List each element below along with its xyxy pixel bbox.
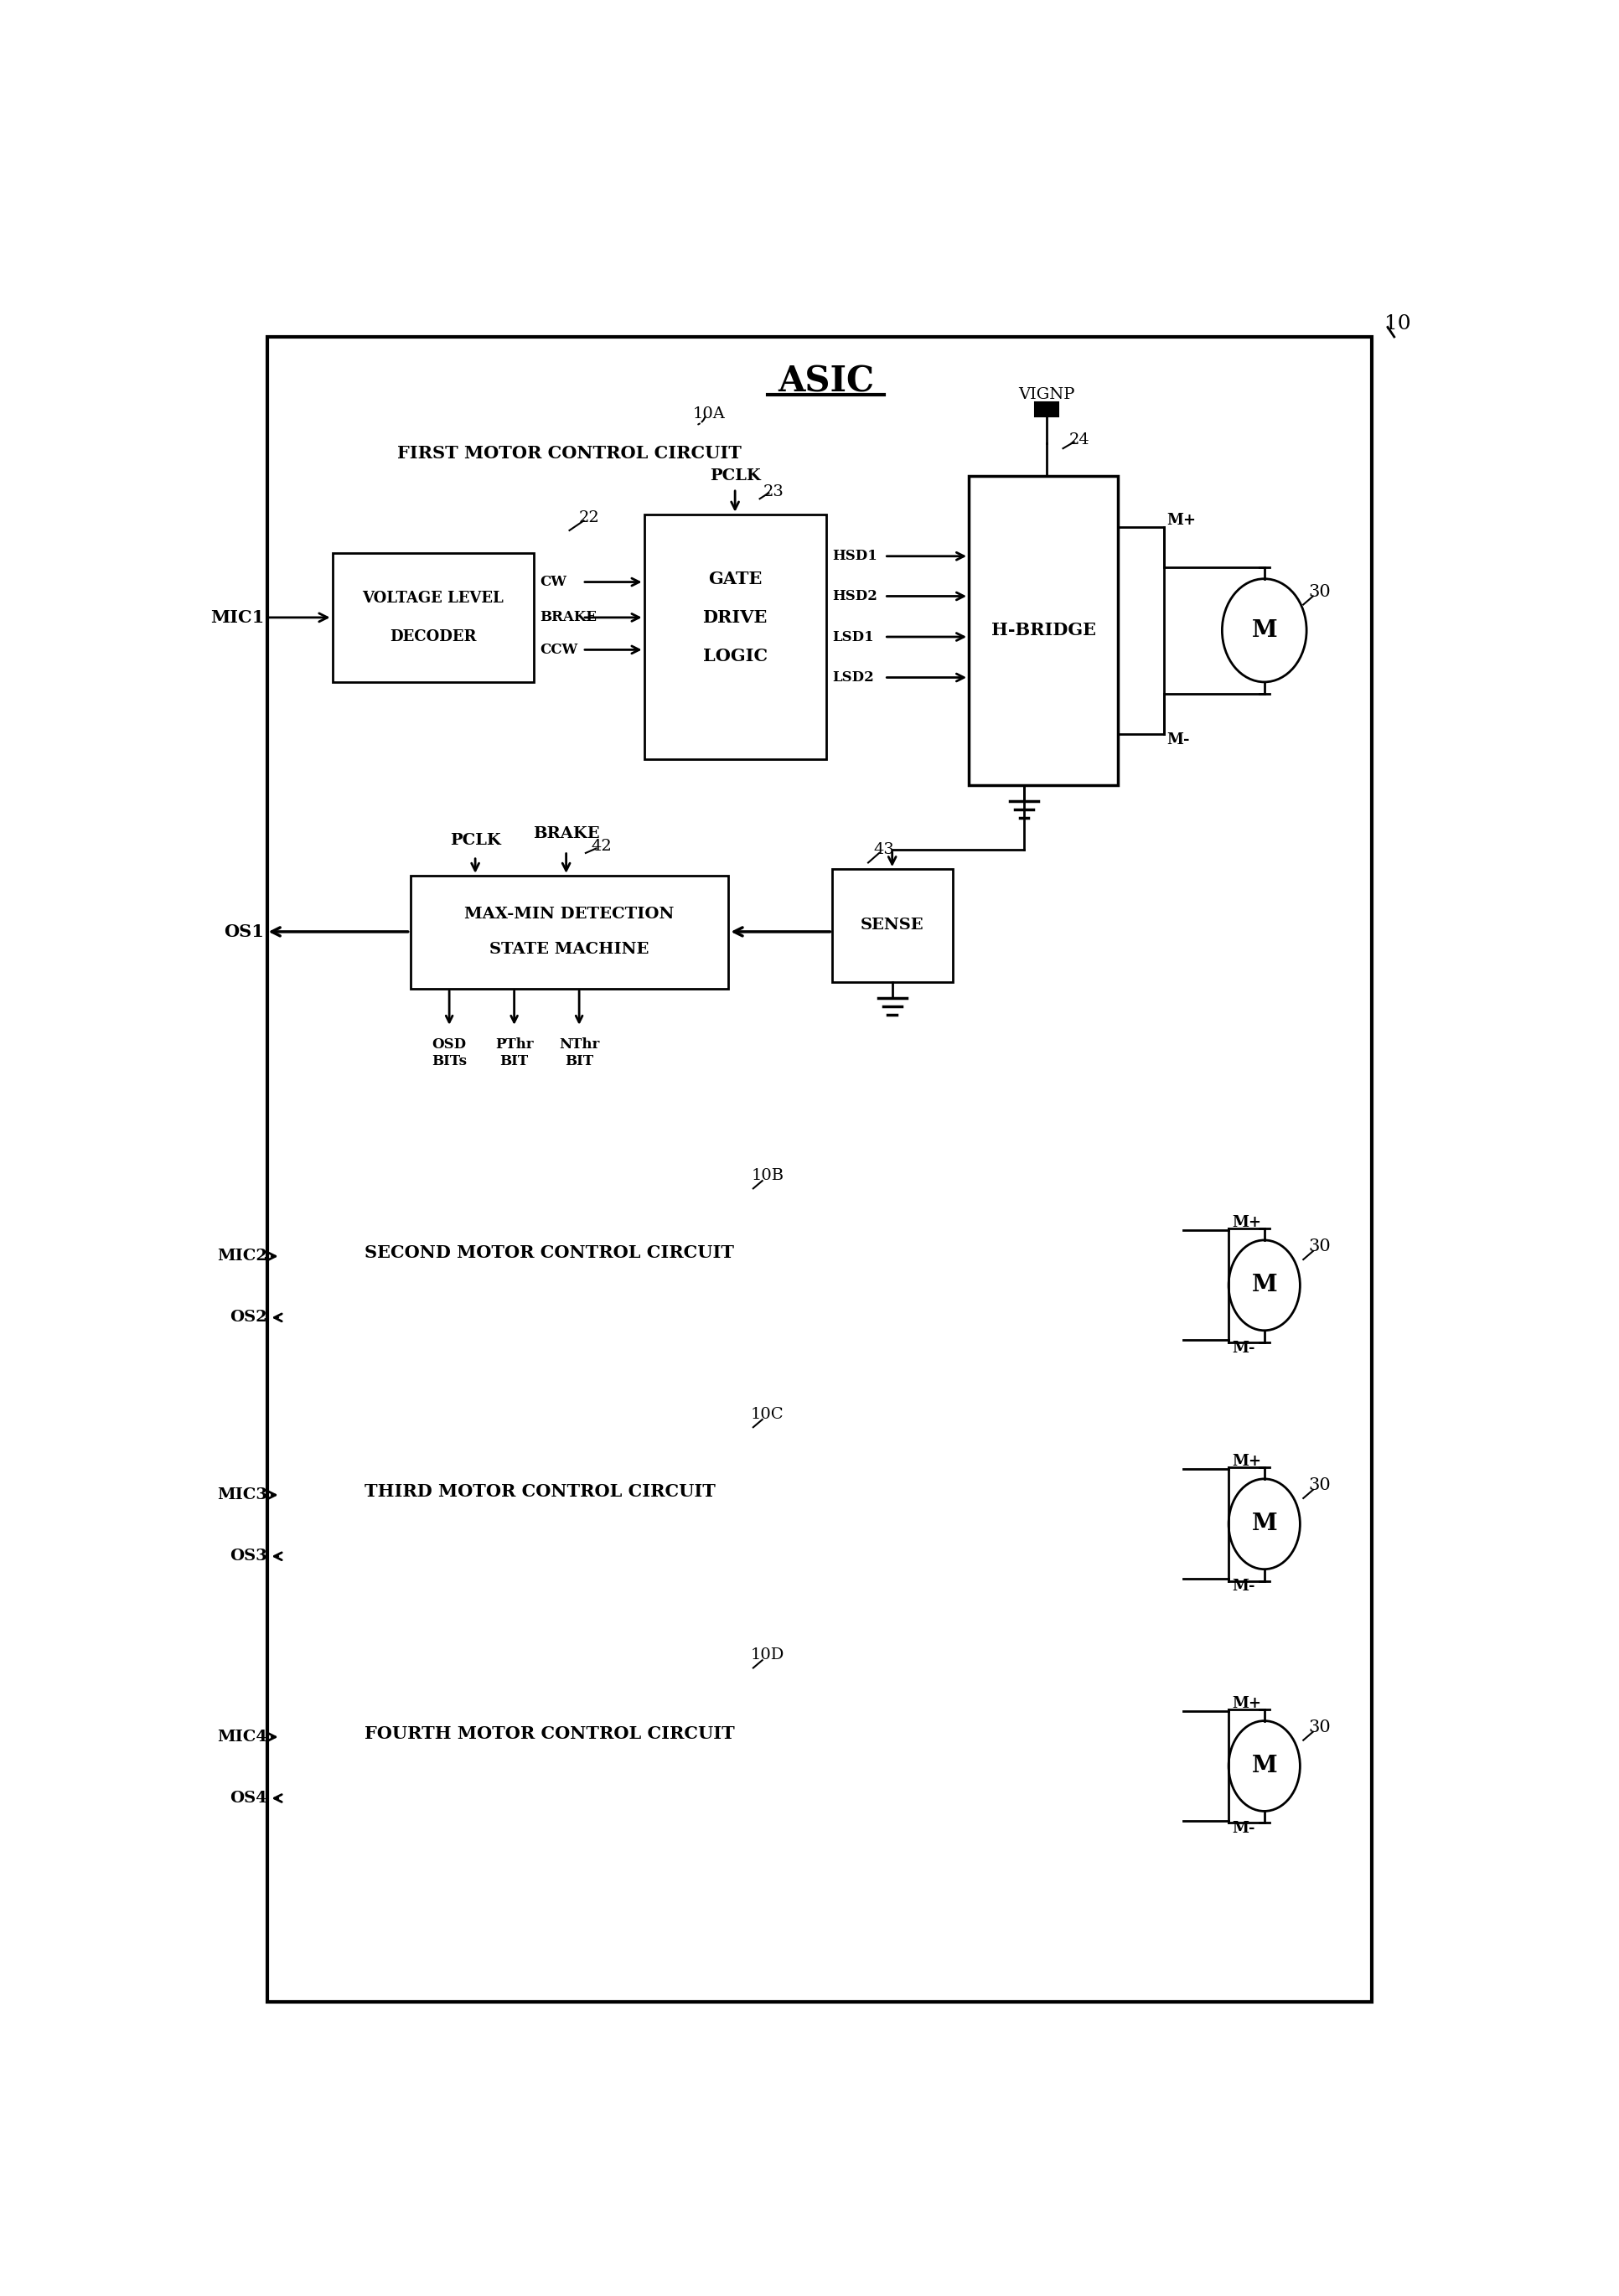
Text: H-BRIDGE: H-BRIDGE (991, 622, 1096, 638)
Text: HSD1: HSD1 (832, 549, 877, 563)
Text: OS4: OS4 (230, 1791, 267, 1805)
Text: 42: 42 (591, 838, 612, 854)
Text: LOGIC: LOGIC (703, 647, 767, 664)
Bar (968, 475, 1117, 785)
Text: THIRD MOTOR CONTROL CIRCUIT: THIRD MOTOR CONTROL CIRCUIT (364, 1483, 716, 1499)
Bar (832, 870, 952, 983)
Text: SECOND MOTOR CONTROL CIRCUIT: SECOND MOTOR CONTROL CIRCUIT (364, 1244, 733, 1261)
Text: 10D: 10D (750, 1649, 784, 1662)
Text: M: M (1251, 1274, 1276, 1297)
Text: PThr
BIT: PThr BIT (495, 1038, 533, 1068)
Text: M+: M+ (1230, 1697, 1261, 1711)
Text: DRIVE: DRIVE (703, 608, 767, 627)
Text: 30: 30 (1308, 1720, 1331, 1736)
Bar (280, 1199, 1182, 1373)
Text: SENSE: SENSE (860, 918, 923, 932)
Text: MIC3: MIC3 (217, 1488, 267, 1502)
Text: MIC1: MIC1 (210, 608, 264, 627)
Text: STATE MACHINE: STATE MACHINE (489, 941, 649, 957)
Text: M: M (1251, 620, 1276, 641)
Text: 10A: 10A (693, 406, 725, 422)
Text: LSD2: LSD2 (832, 670, 874, 684)
Text: 30: 30 (1308, 1476, 1331, 1492)
Text: CCW: CCW (539, 643, 578, 657)
Text: M-: M- (1230, 1341, 1255, 1355)
Text: 23: 23 (763, 484, 784, 498)
Text: OS1: OS1 (223, 923, 264, 939)
Text: M: M (1251, 1754, 1276, 1777)
Text: M+: M+ (1230, 1215, 1261, 1231)
Text: OS3: OS3 (230, 1550, 267, 1564)
Text: VIGNP: VIGNP (1018, 388, 1075, 402)
Text: HSD2: HSD2 (832, 590, 877, 604)
Text: 10: 10 (1384, 315, 1410, 333)
Bar (644, 514, 826, 760)
Text: MIC4: MIC4 (217, 1729, 267, 1745)
Text: 30: 30 (1308, 1238, 1331, 1254)
Text: 30: 30 (1308, 583, 1331, 599)
Text: FIRST MOTOR CONTROL CIRCUIT: FIRST MOTOR CONTROL CIRCUIT (397, 445, 742, 461)
Text: FOURTH MOTOR CONTROL CIRCUIT: FOURTH MOTOR CONTROL CIRCUIT (364, 1724, 735, 1743)
Text: PCLK: PCLK (709, 468, 759, 482)
Bar (280, 1678, 1182, 1853)
Text: VOLTAGE LEVEL: VOLTAGE LEVEL (363, 590, 504, 606)
Text: 24: 24 (1069, 432, 1090, 448)
Text: CW: CW (539, 574, 567, 590)
Text: M: M (1251, 1513, 1276, 1536)
Text: GATE: GATE (708, 569, 761, 588)
Text: M-: M- (1230, 1821, 1255, 1837)
Text: OS2: OS2 (230, 1311, 267, 1325)
Text: NThr
BIT: NThr BIT (559, 1038, 599, 1068)
Text: LSD1: LSD1 (832, 629, 874, 643)
Bar (280, 1437, 1182, 1612)
Text: M+: M+ (1166, 514, 1195, 528)
Text: OSD
BITs: OSD BITs (431, 1038, 466, 1068)
Text: PCLK: PCLK (450, 833, 500, 847)
Text: M-: M- (1230, 1580, 1255, 1593)
Text: ASIC: ASIC (777, 365, 874, 400)
Text: 43: 43 (874, 843, 894, 856)
Text: 10C: 10C (751, 1407, 784, 1421)
Text: M-: M- (1166, 732, 1190, 748)
Bar (410, 875, 729, 990)
Bar (267, 338, 1371, 2002)
Text: 10B: 10B (751, 1169, 784, 1182)
Bar (332, 553, 533, 682)
Bar (1035, 402, 1057, 418)
Text: MAX-MIN DETECTION: MAX-MIN DETECTION (465, 907, 674, 921)
Text: M+: M+ (1230, 1453, 1261, 1469)
Text: 22: 22 (578, 510, 599, 526)
Text: DECODER: DECODER (390, 629, 476, 645)
Text: BRAKE: BRAKE (539, 611, 597, 625)
Bar (280, 425, 1182, 1134)
Text: MIC2: MIC2 (217, 1249, 267, 1263)
Text: BRAKE: BRAKE (533, 827, 599, 840)
